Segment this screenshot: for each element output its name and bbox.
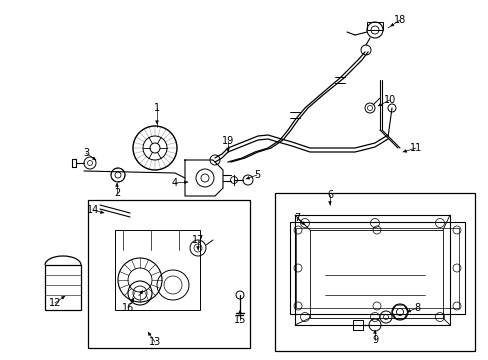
Bar <box>115 230 200 310</box>
Text: 6: 6 <box>326 190 332 200</box>
Bar <box>289 222 464 314</box>
Bar <box>352 320 362 330</box>
Text: 11: 11 <box>409 143 421 153</box>
Text: 3: 3 <box>83 148 89 158</box>
Text: 16: 16 <box>122 303 134 313</box>
Text: 1: 1 <box>154 103 160 113</box>
Text: 18: 18 <box>393 15 406 25</box>
Text: 13: 13 <box>148 337 161 347</box>
Text: 10: 10 <box>383 95 395 105</box>
Text: 14: 14 <box>87 205 99 215</box>
Text: 7: 7 <box>293 213 300 223</box>
Bar <box>274 193 474 351</box>
Text: 12: 12 <box>49 298 61 308</box>
Bar <box>45 265 81 310</box>
Text: 9: 9 <box>371 335 377 345</box>
Text: 4: 4 <box>172 178 178 188</box>
Text: 2: 2 <box>114 188 120 198</box>
Text: 19: 19 <box>222 136 234 146</box>
Bar <box>88 200 249 348</box>
Text: 15: 15 <box>233 315 245 325</box>
Bar <box>366 22 382 30</box>
Bar <box>295 228 458 308</box>
Text: 5: 5 <box>253 170 260 180</box>
Text: 17: 17 <box>191 235 204 245</box>
Text: 8: 8 <box>413 303 419 313</box>
